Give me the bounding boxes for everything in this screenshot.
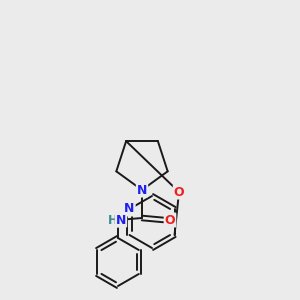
- Text: O: O: [165, 214, 175, 226]
- Text: N: N: [116, 214, 126, 226]
- Text: N: N: [124, 202, 135, 215]
- Text: H: H: [108, 214, 118, 226]
- Text: N: N: [137, 184, 147, 196]
- Text: O: O: [174, 185, 184, 199]
